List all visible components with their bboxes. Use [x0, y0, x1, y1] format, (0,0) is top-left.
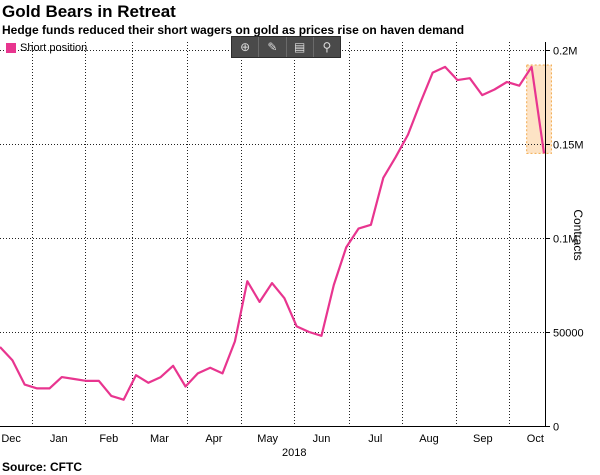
x-tick-label: Dec	[1, 433, 21, 445]
chart-title: Gold Bears in Retreat	[2, 2, 176, 21]
y-tick-label: 50000	[553, 328, 584, 340]
legend: Short position	[6, 42, 87, 54]
x-tick-label: Jan	[50, 433, 68, 445]
x-tick-label: Apr	[205, 433, 222, 445]
x-tick-label: Sep	[473, 433, 493, 445]
zoom-icon[interactable]: ⚲	[322, 40, 332, 54]
y-axis: 0 50000 0.1M 0.15M 0.2M	[545, 42, 584, 434]
chart-subtitle: Hedge funds reduced their short wagers o…	[2, 23, 465, 37]
x-year-label: 2018	[282, 447, 306, 459]
x-tick-label: Oct	[527, 433, 544, 445]
table-icon[interactable]: ▤	[287, 37, 314, 57]
x-tick-label: Jul	[368, 433, 382, 445]
x-tick-label: Feb	[99, 433, 118, 445]
highlight-box	[526, 64, 552, 154]
source-note: Source: CFTC	[2, 460, 83, 474]
y-tick-label: 0.15M	[553, 140, 584, 152]
x-tick-label: Jun	[313, 433, 331, 445]
x-axis: Dec Jan Feb Mar Apr May Jun Jul Aug Sep Oct 2018	[1, 433, 544, 459]
x-tick-label: Mar	[150, 433, 169, 445]
y-tick-label: 0	[553, 422, 559, 434]
highlight-region	[526, 64, 552, 154]
gridlines	[0, 42, 545, 427]
y-axis-label: Contracts	[571, 209, 585, 261]
y-tick-label: 0.2M	[553, 46, 577, 58]
pencil-icon[interactable]: ✎	[259, 37, 287, 57]
legend-label: Short position	[20, 42, 88, 54]
series-line	[0, 65, 546, 401]
x-tick-label: Aug	[419, 433, 439, 445]
y-tick-label: 0.1M	[553, 234, 577, 246]
series-short-position	[0, 65, 546, 401]
legend-swatch	[6, 43, 16, 53]
crosshair-icon[interactable]: ⊕	[232, 37, 260, 57]
chart-toolbar: ⊕ ✎ ▤ ⚲	[231, 36, 341, 58]
x-tick-label: May	[257, 433, 278, 445]
